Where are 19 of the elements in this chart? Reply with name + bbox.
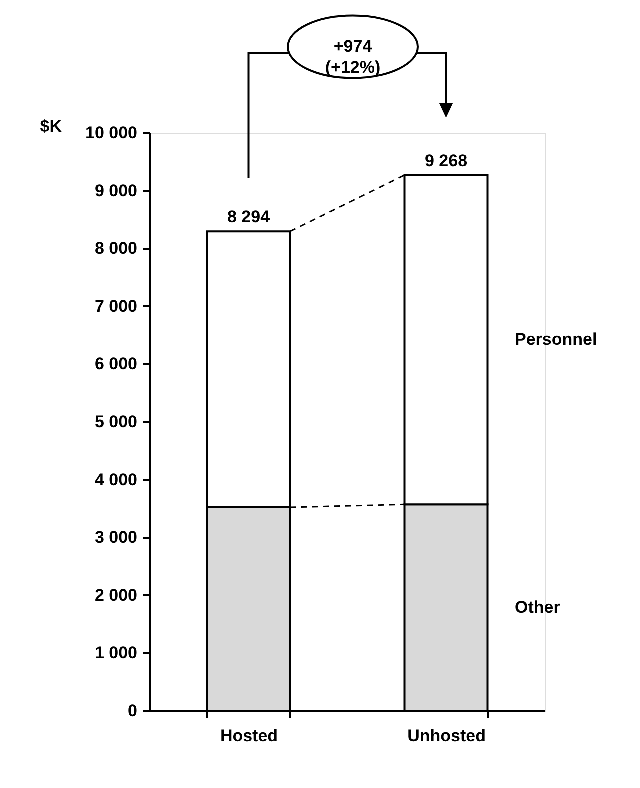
- y-tick-label: 1 000: [94, 644, 138, 663]
- x-tick-label: Unhosted: [408, 726, 486, 746]
- total-label: 8 294: [227, 208, 271, 227]
- y-tick-label: 0: [128, 702, 138, 720]
- series-label: Other: [515, 598, 561, 617]
- y-tick-label: 10 000: [86, 124, 138, 142]
- y-tick-label: 5 000: [94, 412, 138, 432]
- y-tick-label: 8 000: [94, 239, 138, 258]
- y-tick-label: 7 000: [94, 296, 138, 316]
- series-label: Personnel: [515, 330, 598, 349]
- y-tick-label: 6 000: [94, 354, 138, 374]
- total-label: 9 268: [424, 151, 468, 170]
- y-axis-title: $K: [40, 117, 63, 136]
- y-tick-label: 2 000: [94, 586, 138, 605]
- text: +974 (+12%): [325, 37, 381, 77]
- y-tick-label: 3 000: [94, 528, 138, 548]
- x-tick-label: Hosted: [220, 726, 278, 746]
- y-tick-label: 4 000: [94, 470, 138, 490]
- y-tick-label: 9 000: [94, 181, 138, 200]
